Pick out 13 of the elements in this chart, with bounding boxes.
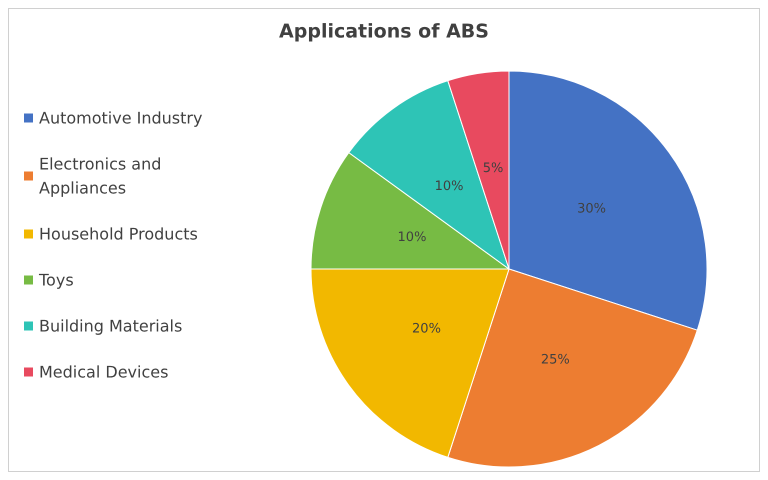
- legend-label: Electronics and Appliances: [39, 154, 166, 198]
- data-label: 10%: [434, 178, 464, 194]
- data-label: 5%: [482, 160, 504, 176]
- data-label: 20%: [412, 321, 441, 336]
- data-label: 25%: [540, 352, 570, 368]
- legend-label: Medical Devices: [39, 362, 168, 382]
- legend-label: Automotive Industry: [39, 108, 202, 128]
- data-label: 30%: [577, 202, 606, 217]
- chart-title: Applications of ABS: [279, 20, 489, 42]
- legend-label: Toys: [38, 270, 74, 290]
- data-label: 10%: [398, 230, 426, 245]
- legend-label: Building Materials: [39, 316, 182, 336]
- legend-label: Household Products: [39, 224, 198, 244]
